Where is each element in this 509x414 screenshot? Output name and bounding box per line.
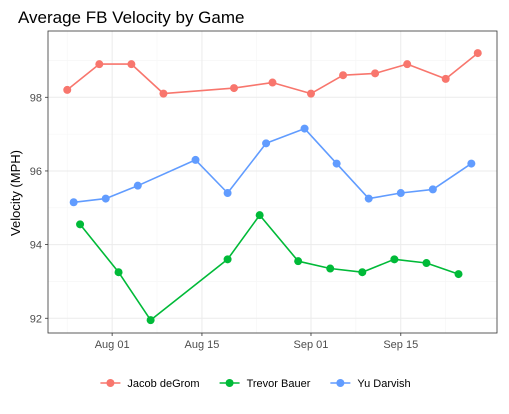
chart-title: Average FB Velocity by Game (18, 8, 244, 27)
data-point-jacob-degrom (339, 71, 348, 80)
legend-item-jacob-degrom: Jacob deGrom (100, 378, 200, 390)
data-point-trevor-bauer (255, 211, 264, 220)
series-jacob-degrom (63, 49, 482, 98)
y-tick-label: 94 (30, 240, 42, 252)
legend-item-yu-darvish: Yu Darvish (330, 378, 411, 390)
data-point-yu-darvish (262, 139, 271, 148)
legend-key-point (336, 379, 345, 387)
x-tick-label: Aug 15 (185, 339, 220, 351)
series-trevor-bauer (76, 211, 463, 325)
y-tick-label: 96 (30, 166, 42, 178)
data-point-jacob-degrom (441, 74, 450, 83)
y-tick-label: 98 (30, 92, 42, 104)
data-point-trevor-bauer (114, 268, 123, 277)
data-point-trevor-bauer (390, 255, 399, 264)
data-point-trevor-bauer (422, 259, 431, 268)
data-point-yu-darvish (101, 194, 110, 203)
legend-key-point (225, 379, 234, 387)
data-point-yu-darvish (396, 189, 405, 198)
data-point-yu-darvish (428, 185, 437, 194)
series-line-jacob-degrom (66, 52, 479, 95)
data-point-yu-darvish (223, 189, 232, 198)
data-point-yu-darvish (191, 155, 200, 164)
data-point-trevor-bauer (223, 255, 232, 264)
data-point-trevor-bauer (146, 316, 155, 325)
x-tick-label: Aug 01 (95, 339, 130, 351)
data-point-yu-darvish (467, 159, 476, 168)
legend: Jacob deGrom Trevor Bauer Yu Darvish (100, 378, 411, 390)
data-point-trevor-bauer (454, 270, 463, 279)
data-point-jacob-degrom (403, 60, 412, 69)
data-point-jacob-degrom (95, 60, 104, 69)
data-point-jacob-degrom (230, 84, 239, 93)
data-point-trevor-bauer (76, 220, 85, 229)
x-tick-label: Sep 01 (294, 339, 329, 351)
data-point-jacob-degrom (371, 69, 380, 78)
data-point-yu-darvish (69, 198, 78, 207)
legend-label: Yu Darvish (357, 378, 410, 390)
data-point-jacob-degrom (159, 89, 168, 98)
legend-key-point (106, 379, 115, 387)
data-point-yu-darvish (133, 181, 142, 190)
legend-label: Trevor Bauer (247, 378, 311, 390)
data-point-jacob-degrom (268, 78, 277, 87)
plot-border (47, 30, 498, 334)
y-tick-label: 92 (30, 313, 42, 325)
data-point-trevor-bauer (294, 257, 303, 266)
data-point-jacob-degrom (63, 85, 72, 94)
data-point-jacob-degrom (473, 49, 482, 58)
grid-major (48, 31, 497, 333)
data-point-yu-darvish (332, 159, 341, 168)
data-point-yu-darvish (300, 124, 309, 133)
series-yu-darvish (69, 124, 476, 207)
data-point-yu-darvish (364, 194, 373, 203)
y-axis-label: Velocity (MPH) (8, 150, 23, 236)
x-axis-ticks: Aug 01 Aug 15 Sep 01 Sep 15 (95, 333, 418, 351)
series-layer (63, 49, 482, 325)
series-line-yu-darvish (73, 127, 472, 204)
x-tick-label: Sep 15 (383, 339, 418, 351)
data-point-jacob-degrom (127, 60, 136, 69)
data-point-jacob-degrom (306, 89, 315, 98)
plot-panel (48, 31, 497, 333)
legend-label: Jacob deGrom (127, 378, 199, 390)
y-axis-ticks: 92 94 96 98 (30, 92, 48, 325)
data-point-trevor-bauer (326, 264, 335, 273)
legend-item-trevor-bauer: Trevor Bauer (219, 378, 311, 390)
grid-minor (48, 31, 497, 333)
data-point-trevor-bauer (358, 268, 367, 277)
